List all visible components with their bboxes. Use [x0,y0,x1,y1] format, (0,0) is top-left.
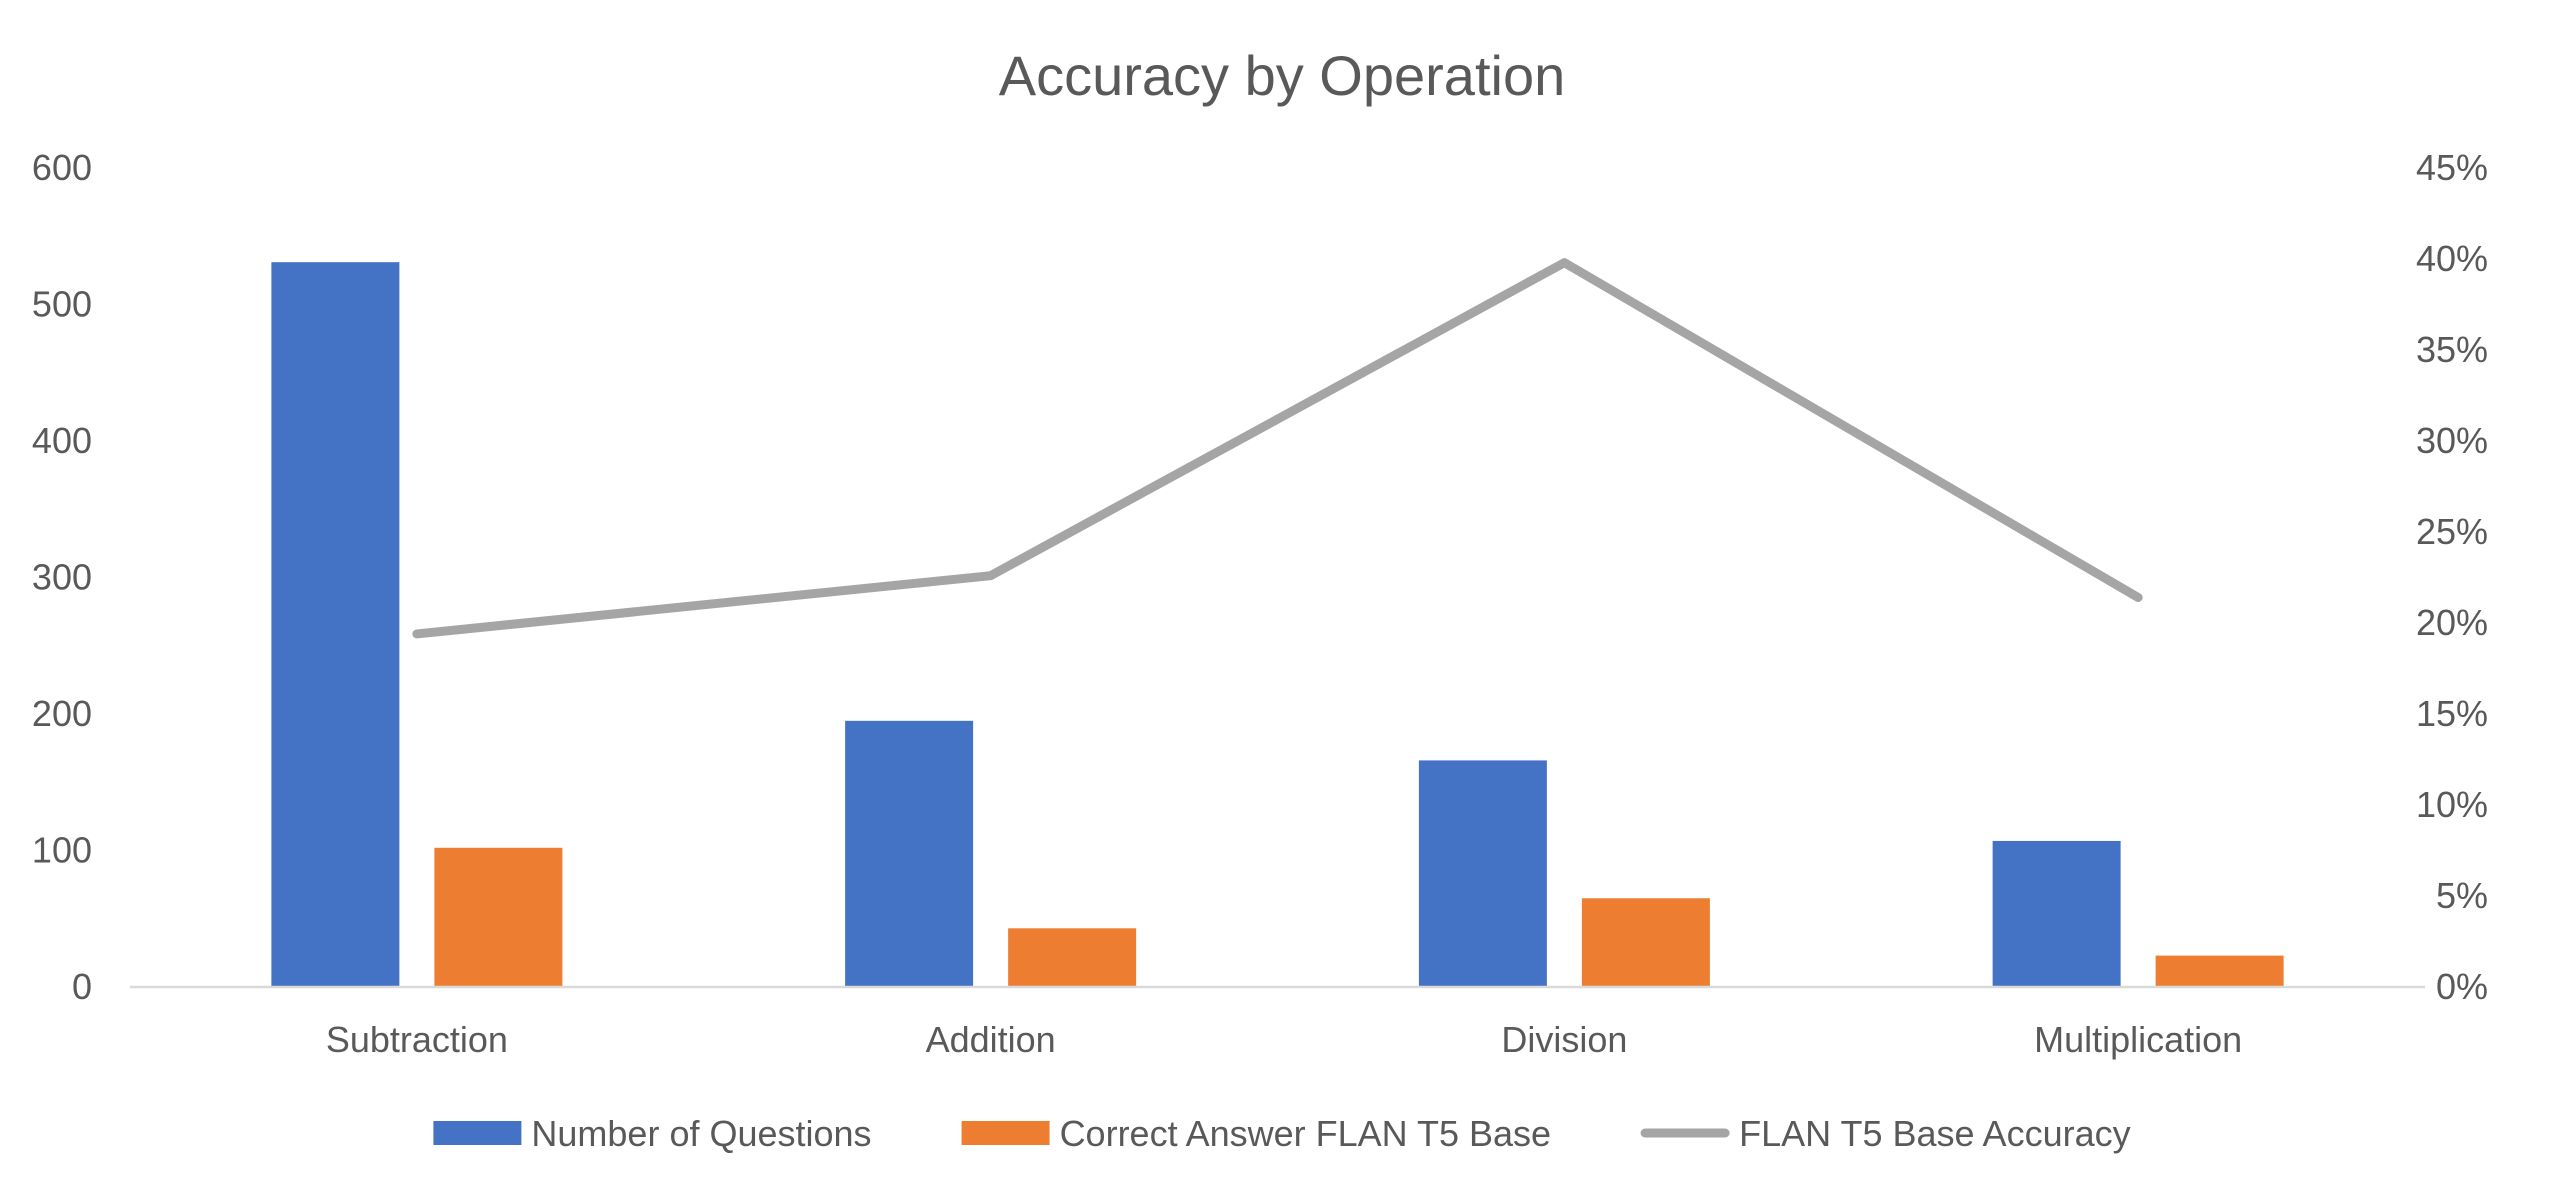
bar-0-2 [1418,760,1547,987]
bar-1-0 [434,847,563,987]
left-tick-label: 100 [32,830,92,871]
bar-0-3 [1992,840,2121,987]
category-label: Division [1501,1019,1627,1060]
bar-1-2 [1581,898,1710,987]
right-tick-label: 25% [2416,511,2488,552]
right-tick-label: 40% [2416,238,2488,279]
bar-0-0 [271,262,400,987]
line-series-group [412,258,2143,639]
category-label: Multiplication [2034,1019,2242,1060]
line-point-2 [1563,261,1566,264]
right-axis: 0% 5% 10% 15% 20% 25% 30% 35% 40% 45% [2416,147,2488,1007]
legend: Number of Questions Correct Answer FLAN T… [433,1113,2131,1154]
left-axis: 0 100 200 300 400 500 600 [32,147,92,1007]
right-tick-label: 5% [2436,875,2488,916]
line-point-1 [989,574,992,577]
line-point-3 [2137,596,2140,599]
line-point-0 [415,632,418,635]
left-tick-label: 500 [32,284,92,325]
category-label: Subtraction [326,1019,508,1060]
right-tick-label: 15% [2416,693,2488,734]
category-label: Addition [926,1019,1056,1060]
left-tick-label: 400 [32,420,92,461]
left-tick-label: 300 [32,557,92,598]
right-tick-label: 20% [2416,602,2488,643]
right-tick-label: 10% [2416,784,2488,825]
right-tick-label: 35% [2416,329,2488,370]
legend-swatch [433,1121,522,1145]
bar-0-1 [845,720,974,987]
line-series-0 [412,258,2143,639]
left-tick-label: 600 [32,147,92,188]
right-tick-label: 45% [2416,147,2488,188]
legend-swatch [961,1121,1050,1145]
right-tick-label: 0% [2436,966,2488,1007]
legend-item: Number of Questions [433,1113,872,1154]
right-tick-label: 30% [2416,420,2488,461]
legend-item: FLAN T5 Base Accuracy [1640,1113,2131,1154]
legend-label: Number of Questions [531,1113,871,1154]
category-labels: Subtraction Addition Division Multiplicatio… [326,1019,2242,1060]
legend-label: FLAN T5 Base Accuracy [1739,1113,2131,1154]
bar-series-group [271,262,2284,987]
legend-label: Correct Answer FLAN T5 Base [1060,1113,1552,1154]
chart-title: Accuracy by Operation [999,44,1565,107]
left-tick-label: 0 [72,966,92,1007]
left-tick-label: 200 [32,693,92,734]
legend-item: Correct Answer FLAN T5 Base [961,1113,1552,1154]
bar-1-1 [1008,928,1137,987]
bar-1-3 [2155,955,2284,987]
